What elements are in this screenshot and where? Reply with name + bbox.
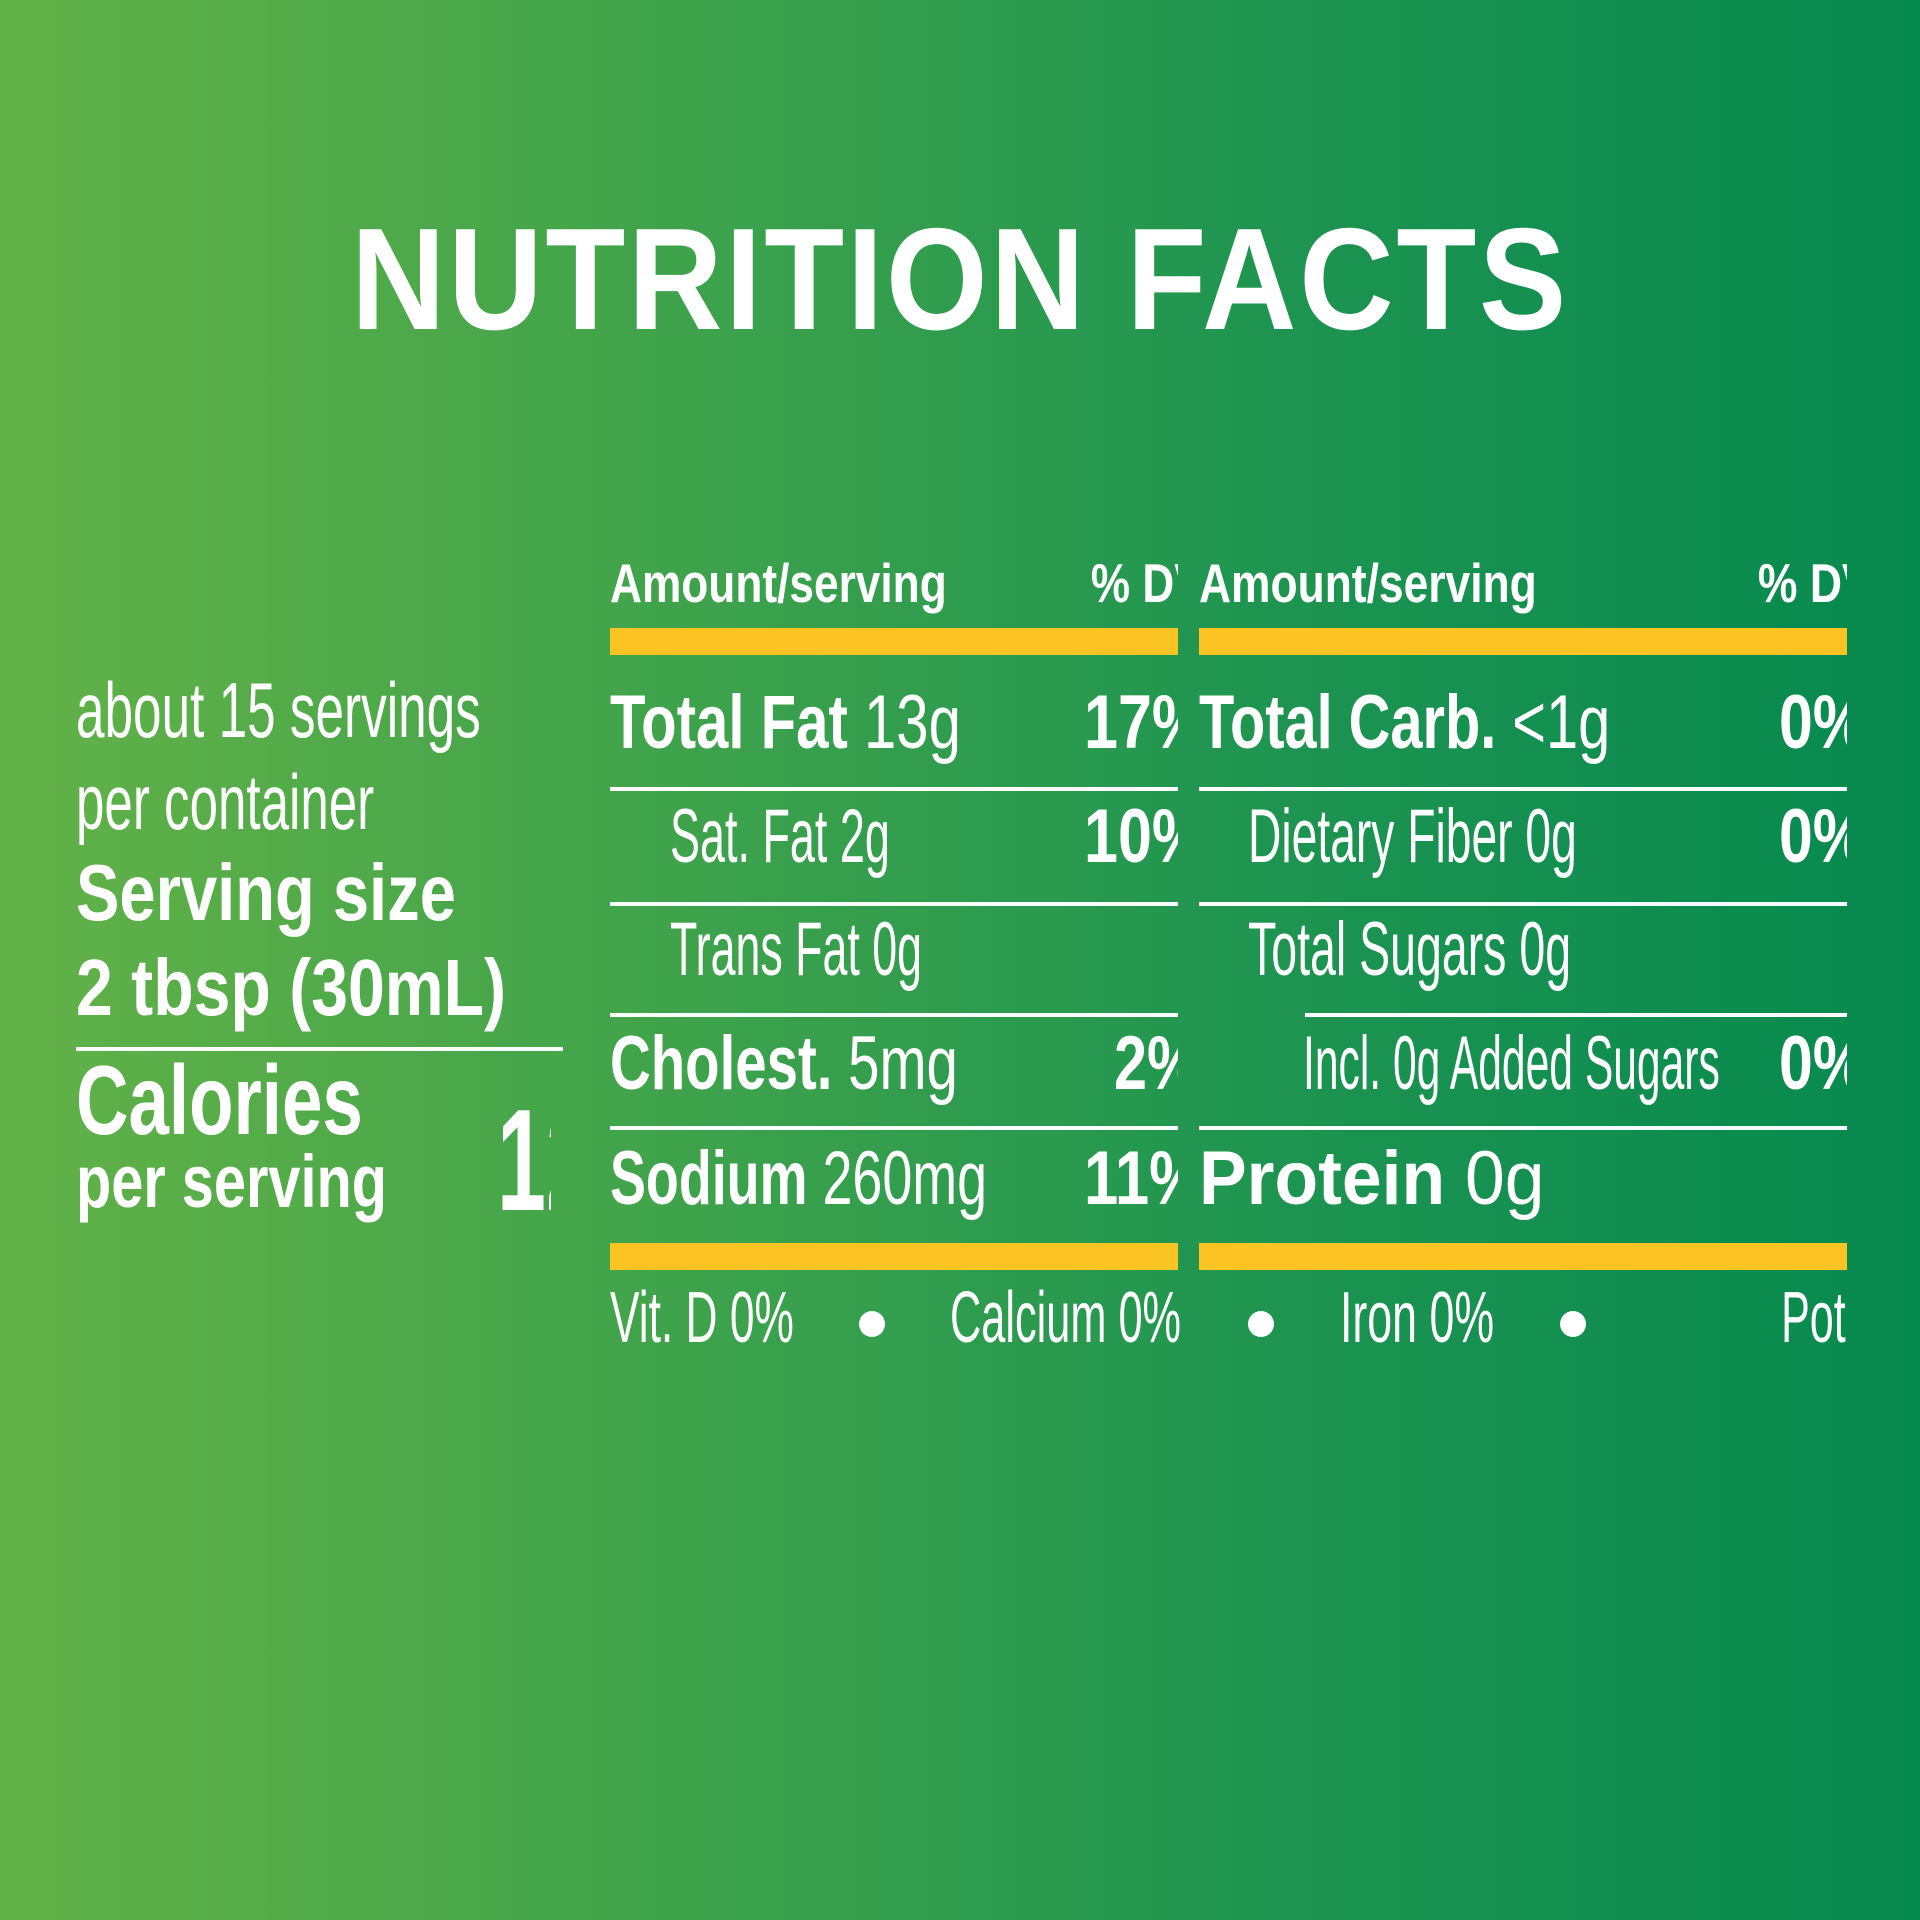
divider (1199, 902, 1847, 906)
row-sat-fat: Sat. Fat 2g (670, 799, 890, 879)
divider (76, 1047, 563, 1051)
nutrient-name: Total Fat (610, 685, 848, 765)
nutrient-name: Cholest. (610, 1026, 833, 1106)
row-dietary-fiber: Dietary Fiber 0g (1248, 799, 1577, 879)
footer-vitamin-d: Vit. D 0% (610, 1282, 794, 1358)
nutrient-name: Sodium (610, 1141, 808, 1221)
calories-sub-label: per serving (76, 1145, 387, 1223)
left-header-dv: % DV (1090, 556, 1178, 614)
nutrient-amount: 5mg (848, 1026, 958, 1106)
footer-calcium: Calcium 0% (950, 1282, 1182, 1358)
divider (610, 902, 1178, 906)
divider (610, 787, 1178, 791)
right-header-amount: Amount/serving (1199, 556, 1537, 614)
dv-total-carb: 0% (1778, 685, 1847, 765)
accent-bar (610, 1243, 1178, 1270)
divider (1199, 787, 1847, 791)
left-header-amount: Amount/serving (610, 556, 947, 614)
dv-total-fat: 17% (1084, 685, 1178, 765)
row-added-sugars: Incl. 0g Added Sugars (1303, 1026, 1720, 1106)
nutrient-amount: 260mg (822, 1141, 988, 1221)
calories-value: 120 (496, 1088, 551, 1241)
row-sodium: Sodium 260mg (610, 1141, 989, 1234)
row-protein: Protein 0g (1199, 1141, 1546, 1234)
bullet-icon (1248, 1311, 1274, 1337)
right-header-dv: % DV (1757, 556, 1847, 614)
servings-per-container-line1: about 15 servings (76, 671, 481, 754)
page-title: NUTRITION FACTS (351, 207, 1569, 360)
nutrient-amount: <1g (1512, 685, 1611, 765)
accent-bar (610, 628, 1178, 655)
divider (1305, 1013, 1847, 1017)
dv-sat-fat: 10% (1084, 799, 1178, 879)
servings-per-container-line2: per container (76, 763, 375, 846)
row-cholesterol: Cholest. 5mg (610, 1026, 960, 1119)
nutrient-name: Protein (1199, 1141, 1446, 1221)
nutrient-amount: 13g (863, 685, 961, 765)
calories-label: Calories (76, 1051, 363, 1155)
dv-sodium: 11% (1083, 1141, 1178, 1221)
row-total-sugars: Total Sugars 0g (1248, 912, 1572, 992)
serving-size-value: 2 tbsp (30mL) (76, 948, 507, 1032)
row-total-fat: Total Fat 13g (610, 685, 963, 778)
dv-added-sugars: 0% (1778, 1026, 1847, 1106)
accent-bar (1199, 1243, 1847, 1270)
footer-potassium: Potas. 0% (1781, 1282, 1847, 1358)
bullet-icon (1560, 1311, 1586, 1337)
row-total-carb: Total Carb. <1g (1199, 685, 1612, 778)
divider (1199, 1126, 1847, 1130)
divider (610, 1013, 1178, 1017)
bullet-icon (859, 1311, 885, 1337)
footer-iron: Iron 0% (1340, 1282, 1495, 1358)
divider (610, 1126, 1178, 1130)
dv-dietary-fiber: 0% (1778, 799, 1847, 879)
serving-size-label: Serving size (76, 853, 456, 937)
dv-cholesterol: 2% (1113, 1026, 1178, 1106)
nutrient-name: Total Carb. (1199, 685, 1497, 765)
nutrient-amount: 0g (1464, 1141, 1545, 1221)
row-trans-fat: Trans Fat 0g (670, 912, 923, 992)
accent-bar (1199, 628, 1847, 655)
